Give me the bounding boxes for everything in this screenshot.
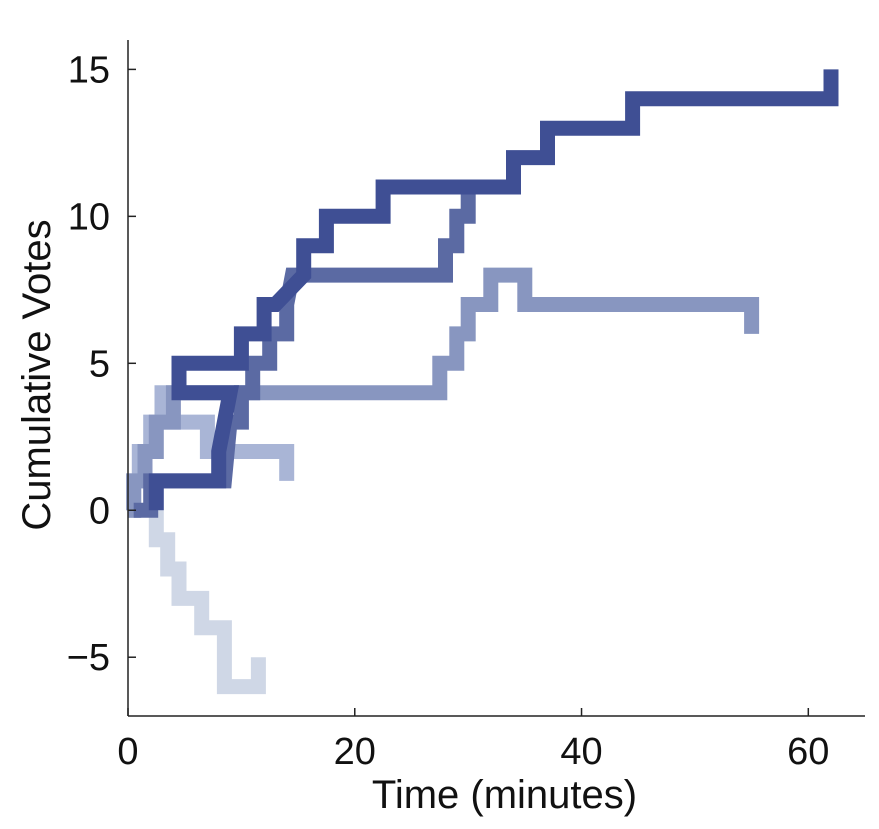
series-layer [126, 69, 839, 695]
x-tick-label: 40 [560, 731, 602, 773]
y-tick-label: 0 [89, 490, 110, 532]
y-tick-label: −5 [67, 637, 110, 679]
x-tick-label: 20 [334, 731, 376, 773]
tick-layer: 0 20 40 60 −5 0 5 10 15 [67, 49, 830, 773]
x-axis-title: Time (minutes) [372, 773, 637, 817]
x-tick-label: 60 [787, 731, 829, 773]
series-line-3 [126, 267, 760, 518]
y-tick-label: 5 [89, 343, 110, 385]
y-axis-title: Cumulative Votes [15, 219, 59, 530]
series-line-5 [148, 510, 266, 695]
y-tick-label: 10 [68, 196, 110, 238]
series-line-1 [148, 69, 839, 511]
y-tick-label: 15 [68, 49, 110, 91]
series-line-2 [133, 179, 480, 518]
x-tick-label: 0 [117, 731, 138, 773]
